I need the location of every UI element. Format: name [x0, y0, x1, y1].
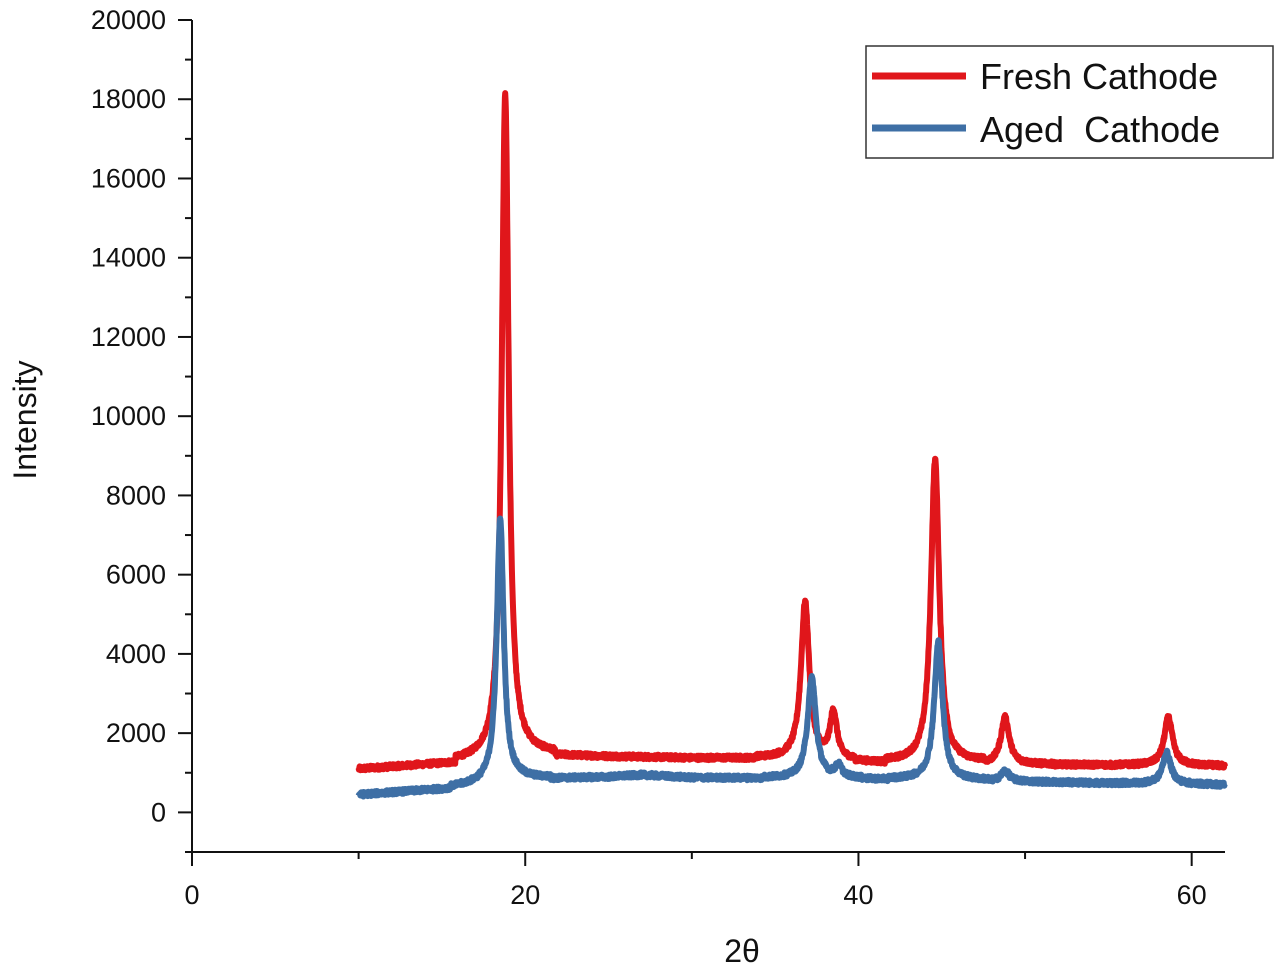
y-tick-label: 14000	[91, 243, 166, 273]
series-line-fresh-cathode	[355, 90, 1228, 774]
y-tick-label: 4000	[106, 639, 166, 669]
axes-layer: 0 2000 4000 6000 8000 10000 12000 14000 16000 180…	[91, 5, 1225, 910]
y-tick-label: 10000	[91, 401, 166, 431]
series-layer	[355, 90, 1228, 800]
y-axis-title: Intensity	[7, 360, 43, 479]
y-tick-label: 2000	[106, 718, 166, 748]
series-line-aged-cathode	[355, 515, 1228, 800]
y-tick-label: 12000	[91, 322, 166, 352]
x-tick-label: 60	[1177, 880, 1207, 910]
x-tick-label: 20	[510, 880, 540, 910]
legend-label-fresh: Fresh Cathode	[980, 56, 1218, 97]
y-tick-label: 6000	[106, 560, 166, 590]
y-tick-label: 0	[151, 797, 166, 827]
x-tick-label: 0	[184, 880, 199, 910]
y-tick-label: 16000	[91, 163, 166, 193]
y-tick-label: 8000	[106, 480, 166, 510]
x-tick-label: 40	[843, 880, 873, 910]
y-tick-label: 18000	[91, 84, 166, 114]
x-axis-title: 2θ	[724, 933, 760, 969]
y-tick-label: 20000	[91, 5, 166, 35]
legend-label-aged: Aged Cathode	[980, 109, 1220, 150]
legend: Fresh Cathode Aged Cathode	[865, 45, 1274, 159]
legend-box	[865, 45, 1274, 159]
